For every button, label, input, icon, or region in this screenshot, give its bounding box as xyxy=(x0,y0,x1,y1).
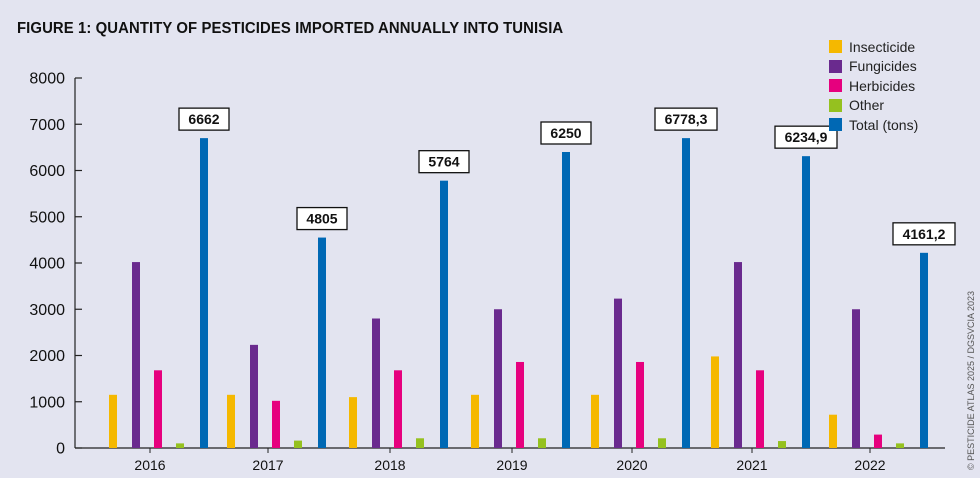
legend-swatch xyxy=(829,118,842,132)
x-tick-label: 2020 xyxy=(616,457,647,473)
total-label: 6234,9 xyxy=(785,129,828,145)
bar-fungicides-2019 xyxy=(494,309,502,448)
legend-swatch xyxy=(829,59,842,73)
bar-other-2017 xyxy=(294,440,302,448)
bar-other-2019 xyxy=(538,438,546,448)
legend-label: Herbicides xyxy=(849,77,916,94)
bar-total-tons-2020 xyxy=(682,138,690,448)
y-tick-label: 2000 xyxy=(29,348,65,365)
bar-insecticide-2017 xyxy=(227,394,235,448)
bar-fungicides-2022 xyxy=(852,309,860,448)
x-tick-label: 2022 xyxy=(854,457,885,473)
y-tick-label: 1000 xyxy=(29,394,65,411)
bar-insecticide-2016 xyxy=(109,394,117,448)
chart-title: FIGURE 1: QUANTITY OF PESTICIDES IMPORTE… xyxy=(17,20,564,37)
bar-herbicides-2019 xyxy=(516,361,524,448)
source-credit: © PESTICIDE ATLAS 2025 / DGSVCIA 2023 xyxy=(966,290,976,470)
x-tick-label: 2019 xyxy=(496,457,527,473)
legend-swatch xyxy=(829,79,842,93)
legend-label: Insecticide xyxy=(849,38,916,55)
total-label-box xyxy=(774,125,838,149)
bar-fungicides-2021 xyxy=(734,262,742,448)
legend-item: Total (tons) xyxy=(829,115,918,135)
bar-insecticide-2018 xyxy=(349,397,357,448)
bar-fungicides-2017 xyxy=(250,344,258,448)
legend-swatch xyxy=(829,98,842,112)
total-label-box xyxy=(540,121,592,145)
bar-herbicides-2020 xyxy=(636,361,644,448)
bar-insecticide-2019 xyxy=(471,394,479,448)
x-tick-label: 2021 xyxy=(736,457,767,473)
total-label-box xyxy=(418,150,470,174)
bar-herbicides-2018 xyxy=(394,370,402,448)
total-label-box xyxy=(178,107,230,131)
legend-swatch xyxy=(829,40,842,54)
total-label-box xyxy=(892,222,956,246)
y-tick-label: 5000 xyxy=(29,209,65,226)
legend-item: Insecticide xyxy=(829,37,918,57)
chart-axes: 0 1000 2000 3000 4000 5000 6000 7000 8000 2016 201… xyxy=(29,71,945,473)
bar-total-tons-2018 xyxy=(440,180,448,449)
bar-total-tons-2019 xyxy=(562,152,570,448)
bar-insecticide-2021 xyxy=(711,356,719,448)
legend-label: Other xyxy=(849,97,885,114)
y-tick-label: 0 xyxy=(56,441,65,458)
bar-herbicides-2017 xyxy=(272,400,280,448)
y-tick-label: 4000 xyxy=(29,256,65,273)
chart-legend: Insecticide Fungicides Herbicides Other Tota… xyxy=(829,37,918,135)
y-tick-label: 8000 xyxy=(29,71,65,88)
bar-total-tons-2022 xyxy=(920,252,928,448)
y-tick-label: 6000 xyxy=(29,163,65,180)
x-tick-label: 2017 xyxy=(252,457,283,473)
bar-total-tons-2021 xyxy=(802,156,810,448)
total-label: 6250 xyxy=(550,125,581,141)
bar-insecticide-2020 xyxy=(591,394,599,448)
total-label: 6662 xyxy=(188,111,219,127)
legend-item: Fungicides xyxy=(829,57,918,77)
total-label-box xyxy=(296,206,348,231)
total-label: 6778,3 xyxy=(665,111,708,127)
bar-other-2016 xyxy=(176,443,184,448)
bar-other-2021 xyxy=(778,441,786,448)
total-label-box xyxy=(654,107,718,131)
bar-other-2022 xyxy=(896,443,904,448)
bar-herbicides-2016 xyxy=(154,370,162,448)
legend-item: Other xyxy=(829,96,918,116)
legend-label: Total (tons) xyxy=(849,116,919,133)
total-label: 4805 xyxy=(306,211,337,227)
bar-other-2020 xyxy=(658,438,666,448)
bar-fungicides-2018 xyxy=(372,318,380,448)
bar-herbicides-2021 xyxy=(756,370,764,448)
x-tick-label: 2016 xyxy=(134,457,165,473)
bar-herbicides-2022 xyxy=(874,434,882,448)
chart-bars xyxy=(109,138,928,449)
bar-other-2018 xyxy=(416,438,424,448)
total-label: 5764 xyxy=(428,154,459,170)
y-tick-label: 3000 xyxy=(29,302,65,319)
bar-total-tons-2016 xyxy=(200,138,208,448)
total-label: 4161,2 xyxy=(903,226,946,242)
bar-insecticide-2022 xyxy=(829,414,837,448)
bar-total-tons-2017 xyxy=(318,237,326,448)
legend-item: Herbicides xyxy=(829,76,918,96)
x-tick-label: 2018 xyxy=(374,457,405,473)
bar-fungicides-2016 xyxy=(132,262,140,448)
chart-total-labels: 6662 4805 5764 6250 6778,3 6234,9 4161,2 xyxy=(178,107,956,246)
bar-fungicides-2020 xyxy=(614,298,622,448)
y-tick-label: 7000 xyxy=(29,117,65,134)
legend-label: Fungicides xyxy=(849,58,917,75)
